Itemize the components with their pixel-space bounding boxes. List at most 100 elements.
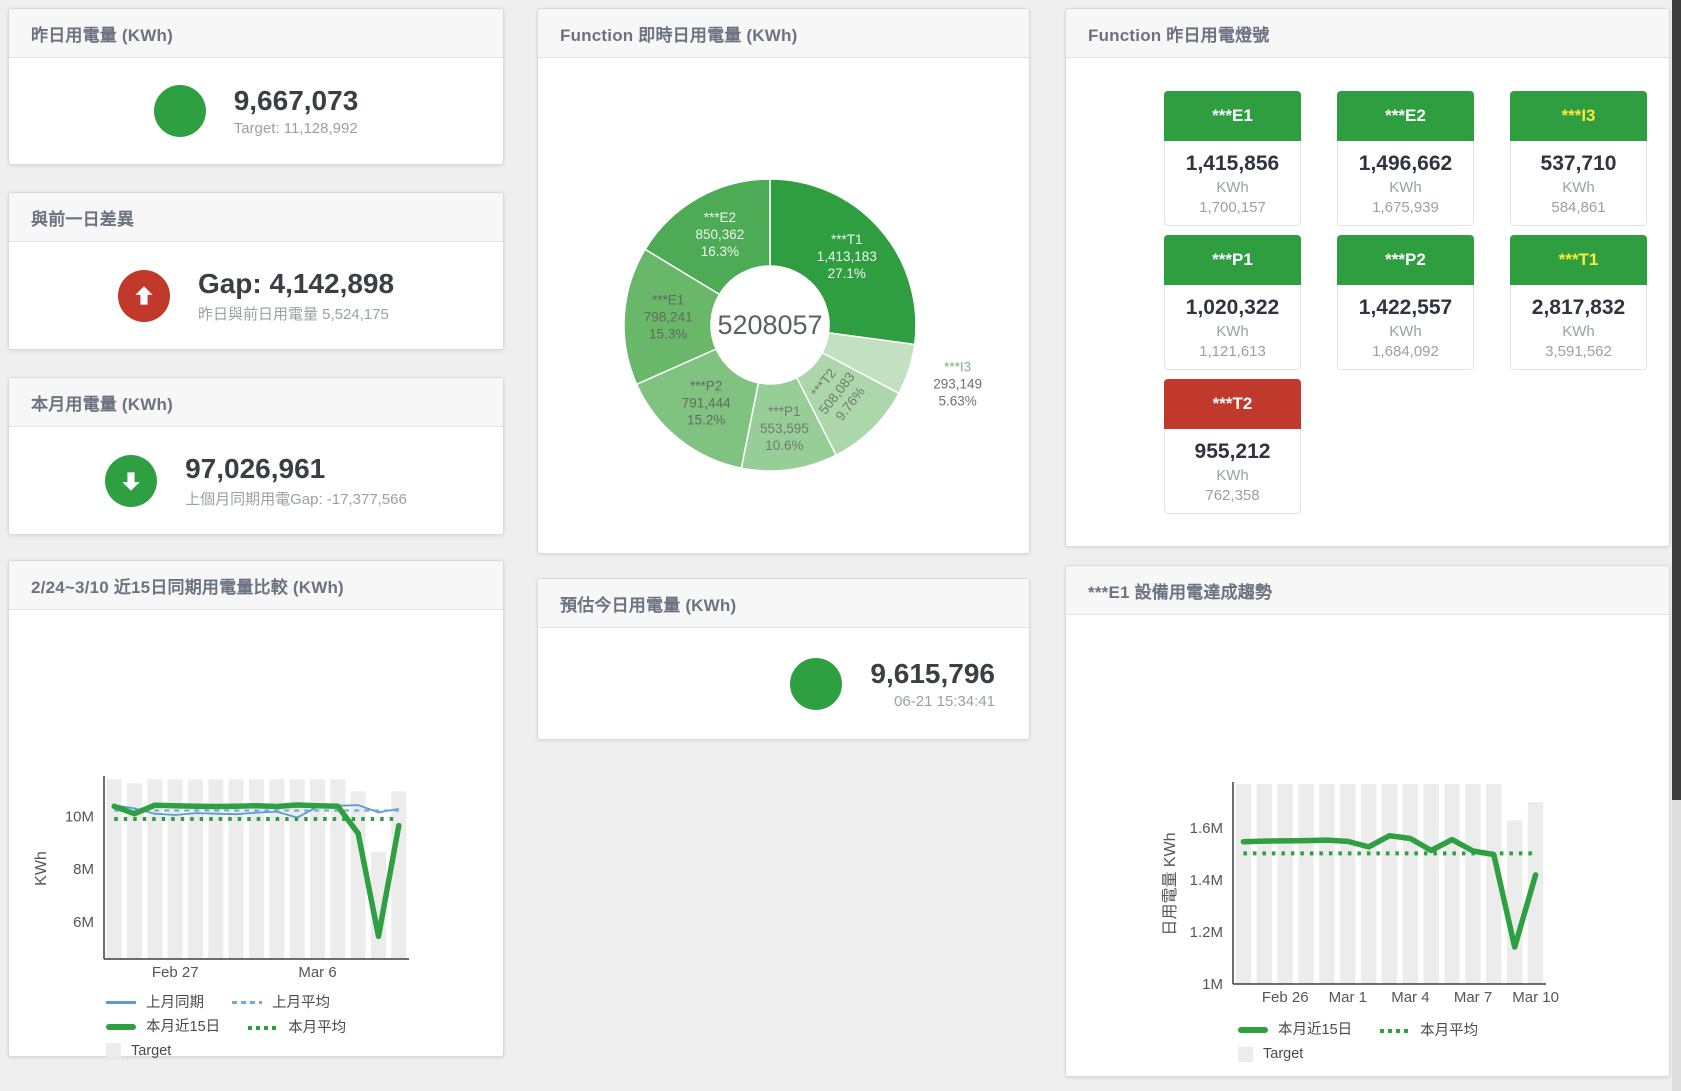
target-bar[interactable]	[167, 779, 183, 959]
y-axis-title: 日用電量 KWh	[1162, 832, 1179, 935]
scrollbar-track[interactable]	[1672, 0, 1681, 1091]
status-circle-green	[790, 657, 843, 710]
line-chart-svg: 1M 1.2M 1.4M 1.6M 日用電量 KWh Feb 26 Mar 1 Mar 4 Ma…	[1162, 782, 1559, 1006]
target-bar[interactable]	[1444, 784, 1460, 984]
panel-title[interactable]: Function 即時日用電量 (KWh)	[560, 25, 798, 45]
donut-slice-label: ***I3 293,149 5.63%	[933, 359, 982, 408]
target-bar[interactable]	[1381, 784, 1398, 984]
donut-slice[interactable]	[644, 178, 771, 296]
x-tick-label: Mar 10	[1512, 989, 1559, 1006]
target-bar[interactable]	[289, 779, 305, 959]
realtime-donut-chart[interactable]: ***T1 1,413,183 27.1% ***I3 293,149 5.63% ***T…	[538, 58, 1029, 553]
light-tile-body: 1,422,557 KWh 1,684,092	[1337, 285, 1474, 370]
target-bar[interactable]	[147, 779, 163, 959]
series-line[interactable]	[114, 804, 399, 819]
y-tick-label: 1.2M	[1190, 924, 1223, 941]
panel-title[interactable]: 預估今日用電量 (KWh)	[560, 595, 737, 615]
target-bar[interactable]	[391, 791, 407, 959]
legend-swatch-icon	[1238, 1027, 1268, 1033]
light-tile-body: 1,415,856 KWh 1,700,157	[1164, 141, 1301, 226]
target-bar[interactable]	[1298, 784, 1314, 984]
panel-title[interactable]: 昨日用電量 (KWh)	[31, 25, 173, 45]
donut-slice-label: ***E2 850,362 16.3%	[695, 210, 744, 259]
legend-label: 本月近15日	[1278, 1022, 1353, 1038]
target-bar[interactable]	[1256, 784, 1272, 984]
target-bar[interactable]	[228, 779, 244, 959]
light-tile-header: ***T1	[1510, 235, 1647, 285]
target-bar[interactable]	[1360, 784, 1377, 984]
y-axis-title: KWh	[33, 851, 50, 886]
target-bar[interactable]	[1465, 784, 1481, 984]
tile-value: 2,817,832	[1531, 296, 1626, 319]
legend-item[interactable]: 上月平均	[232, 994, 330, 1012]
target-bar[interactable]	[1319, 784, 1335, 984]
legend-item[interactable]: 本月近15日	[106, 1018, 220, 1036]
x-tick-label: Mar 6	[298, 964, 336, 981]
light-tile: ***T2 955,212 KWh 762,358	[1164, 379, 1301, 514]
target-bar[interactable]	[1340, 784, 1356, 984]
legend-swatch-icon	[248, 1025, 279, 1030]
target-bar[interactable]	[1423, 784, 1439, 984]
legend-item[interactable]: 本月近15日	[1238, 1021, 1352, 1039]
legend-item[interactable]: 上月同期	[106, 994, 204, 1012]
status-circle-green	[105, 454, 158, 507]
y-tick-label: 8M	[73, 861, 94, 878]
target-bar[interactable]	[330, 779, 346, 959]
target-bar[interactable]	[208, 779, 224, 959]
legend-label: 上月平均	[272, 994, 330, 1011]
donut-slice[interactable]	[635, 348, 760, 470]
chart-legend: 本月近15日 本月平均 Target	[1238, 1020, 1669, 1067]
series-line[interactable]	[1240, 832, 1539, 950]
legend-label: 本月平均	[288, 1019, 347, 1036]
legend-item[interactable]: 本月平均	[1380, 1022, 1478, 1040]
target-bar[interactable]	[127, 783, 142, 959]
legend-item[interactable]: 本月平均	[248, 1019, 346, 1037]
light-tile-body: 1,496,662 KWh 1,675,939	[1337, 141, 1474, 226]
target-bar[interactable]	[1402, 784, 1418, 984]
target-bar[interactable]	[188, 779, 203, 959]
target-bar[interactable]	[371, 851, 386, 959]
panel-header: 預估今日用電量 (KWh)	[538, 579, 1029, 628]
light-tile-header: ***I3	[1510, 91, 1647, 141]
comparison-chart[interactable]: 6M 8M 10M KWh Feb 27 Mar 6 上月同期 上月平均 本月近15日 本月平均 T…	[9, 610, 503, 1059]
target-bar[interactable]	[350, 791, 366, 959]
x-tick-label: Feb 26	[1262, 989, 1309, 1006]
yesterday-value: 9,667,073	[233, 85, 359, 116]
panel-title[interactable]: 2/24~3/10 近15日同期用電量比較 (KWh)	[31, 577, 344, 597]
legend-label: Target	[131, 1042, 172, 1059]
x-tick-label: Mar 4	[1391, 989, 1429, 1006]
panel-yesterday-lights: Function 昨日用電燈號 ***E1 1,415,856 KWh 1,70…	[1065, 8, 1670, 547]
panel-title[interactable]: 本月用電量 (KWh)	[31, 394, 173, 414]
target-bar[interactable]	[106, 779, 122, 959]
panel-title[interactable]: Function 昨日用電燈號	[1088, 25, 1270, 45]
target-bar[interactable]	[269, 779, 285, 959]
stat-block: 9,667,073 Target: 11,128,992	[234, 85, 359, 137]
panel-title[interactable]: 與前一日差異	[31, 209, 135, 229]
tile-target: 584,861	[1551, 199, 1606, 216]
scrollbar-thumb[interactable]	[1672, 0, 1681, 800]
target-bar[interactable]	[1235, 784, 1252, 984]
stat-block: 97,026,961 上個月同期用電Gap: -17,377,566	[185, 453, 407, 509]
legend-swatch-icon	[106, 1043, 121, 1058]
target-bar[interactable]	[1527, 802, 1544, 984]
target-bar[interactable]	[1507, 820, 1523, 984]
donut-slice[interactable]	[623, 248, 721, 386]
legend-swatch-icon	[106, 1001, 136, 1004]
tile-unit: KWh	[1216, 467, 1249, 484]
up-arrow-icon	[135, 285, 153, 305]
target-bar[interactable]	[310, 779, 325, 959]
legend-item[interactable]: Target	[106, 1042, 171, 1060]
series-line[interactable]	[111, 802, 402, 940]
e1-trend-chart[interactable]: 1M 1.2M 1.4M 1.6M 日用電量 KWh Feb 26 Mar 1 Mar 4 Ma…	[1066, 615, 1669, 1076]
panel-header: 昨日用電量 (KWh)	[9, 9, 503, 58]
donut-slice[interactable]	[769, 178, 917, 346]
target-bar[interactable]	[249, 779, 264, 959]
panel-title[interactable]: ***E1 設備用電達成趨勢	[1088, 582, 1273, 602]
tile-unit: KWh	[1389, 179, 1422, 196]
target-bar[interactable]	[1277, 784, 1293, 984]
legend-item[interactable]: Target	[1238, 1045, 1303, 1063]
estimate-value: 9,615,796	[870, 657, 995, 689]
target-bar[interactable]	[1486, 784, 1502, 984]
chart-legend: 上月同期 上月平均本月近15日 本月平均 Target	[106, 991, 503, 1063]
